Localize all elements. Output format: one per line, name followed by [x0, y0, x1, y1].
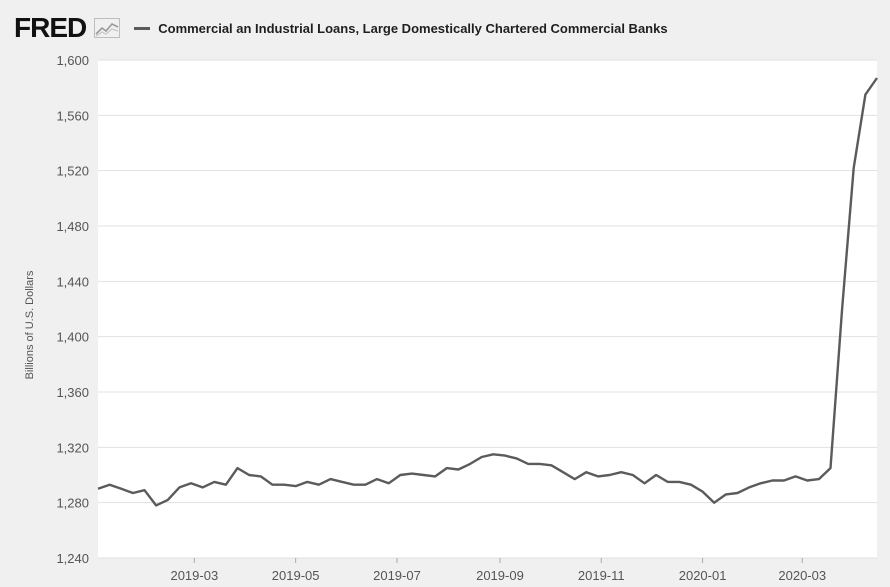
- data-point: [96, 486, 101, 491]
- data-point: [421, 473, 426, 478]
- data-point: [654, 473, 659, 478]
- data-point: [270, 482, 275, 487]
- data-point: [282, 482, 287, 487]
- data-point: [456, 467, 461, 472]
- data-point: [875, 76, 880, 81]
- y-axis-label: Billions of U.S. Dollars: [24, 270, 36, 379]
- chart-header: FRED Commercial an Industrial Loans, Lar…: [14, 12, 668, 44]
- data-point: [247, 473, 252, 478]
- y-tick-label: 1,360: [56, 385, 89, 400]
- data-point: [514, 456, 519, 461]
- data-point: [642, 481, 647, 486]
- data-point: [258, 474, 263, 479]
- data-point: [712, 500, 717, 505]
- data-point: [689, 482, 694, 487]
- y-tick-label: 1,400: [56, 330, 89, 345]
- series-line: [97, 77, 878, 507]
- y-tick-label: 1,560: [56, 108, 89, 123]
- x-axis: 2019-03 2019-05 2019-07 2019-09 2019-11 2020-…: [170, 558, 826, 583]
- data-point: [735, 491, 740, 496]
- data-point: [409, 471, 414, 476]
- data-point: [805, 478, 810, 483]
- data-point: [189, 481, 194, 486]
- data-point: [200, 485, 205, 490]
- series-layer: [96, 76, 880, 508]
- data-point: [107, 482, 112, 487]
- chart-line-icon: [94, 18, 121, 38]
- chart-title: Commercial an Industrial Loans, Large Do…: [158, 20, 668, 36]
- data-point: [165, 497, 170, 502]
- data-point: [630, 473, 635, 478]
- data-point: [619, 470, 624, 475]
- data-point: [468, 461, 473, 466]
- data-point: [596, 474, 601, 479]
- grid: [98, 59, 877, 559]
- data-point: [782, 478, 787, 483]
- data-point: [770, 478, 775, 483]
- data-point: [433, 474, 438, 479]
- data-point: [572, 477, 577, 482]
- plot-area: [98, 60, 877, 558]
- x-tick-label: 2019-05: [272, 568, 320, 583]
- data-point: [607, 473, 612, 478]
- data-point: [816, 477, 821, 482]
- y-axis: 1,240 1,280 1,320 1,360 1,400 1,440 1,480 1,520…: [56, 53, 89, 566]
- fred-logo[interactable]: FRED: [14, 12, 87, 43]
- data-point: [700, 489, 705, 494]
- data-point: [177, 485, 182, 490]
- data-point: [502, 453, 507, 458]
- y-tick-label: 1,480: [56, 219, 89, 234]
- data-point: [386, 481, 391, 486]
- data-point: [561, 470, 566, 475]
- data-point: [851, 165, 856, 170]
- data-point: [723, 492, 728, 497]
- data-point: [526, 461, 531, 466]
- data-point: [677, 479, 682, 484]
- data-point: [549, 463, 554, 468]
- data-point: [863, 92, 868, 97]
- y-tick-label: 1,280: [56, 496, 89, 511]
- data-point: [351, 482, 356, 487]
- data-point: [398, 473, 403, 478]
- x-tick-label: 2019-07: [373, 568, 421, 583]
- data-point: [363, 482, 368, 487]
- data-point: [154, 503, 159, 508]
- data-point: [584, 470, 589, 475]
- data-point: [840, 307, 845, 312]
- data-point: [793, 474, 798, 479]
- data-point: [328, 477, 333, 482]
- data-point: [537, 461, 542, 466]
- legend-line-icon: [134, 26, 151, 30]
- data-point: [223, 482, 228, 487]
- x-tick-label: 2020-03: [778, 568, 826, 583]
- x-tick-label: 2019-03: [170, 568, 218, 583]
- data-point: [293, 484, 298, 489]
- data-point: [491, 452, 496, 457]
- data-point: [665, 479, 670, 484]
- data-point: [375, 477, 380, 482]
- y-tick-label: 1,600: [56, 53, 89, 68]
- data-point: [828, 466, 833, 471]
- data-point: [305, 479, 310, 484]
- data-point: [747, 485, 752, 490]
- data-point: [316, 482, 321, 487]
- data-point: [119, 486, 124, 491]
- data-point: [212, 479, 217, 484]
- y-tick-label: 1,320: [56, 440, 89, 455]
- y-tick-label: 1,240: [56, 551, 89, 566]
- x-tick-label: 2019-09: [476, 568, 524, 583]
- y-tick-label: 1,520: [56, 164, 89, 179]
- data-point: [758, 481, 763, 486]
- data-point: [444, 466, 449, 471]
- data-point: [130, 491, 135, 496]
- x-tick-label: 2019-11: [578, 568, 625, 583]
- data-point: [235, 466, 240, 471]
- data-point: [142, 488, 147, 493]
- data-point: [479, 455, 484, 460]
- y-tick-label: 1,440: [56, 274, 89, 289]
- data-point: [340, 479, 345, 484]
- x-tick-label: 2020-01: [679, 568, 727, 583]
